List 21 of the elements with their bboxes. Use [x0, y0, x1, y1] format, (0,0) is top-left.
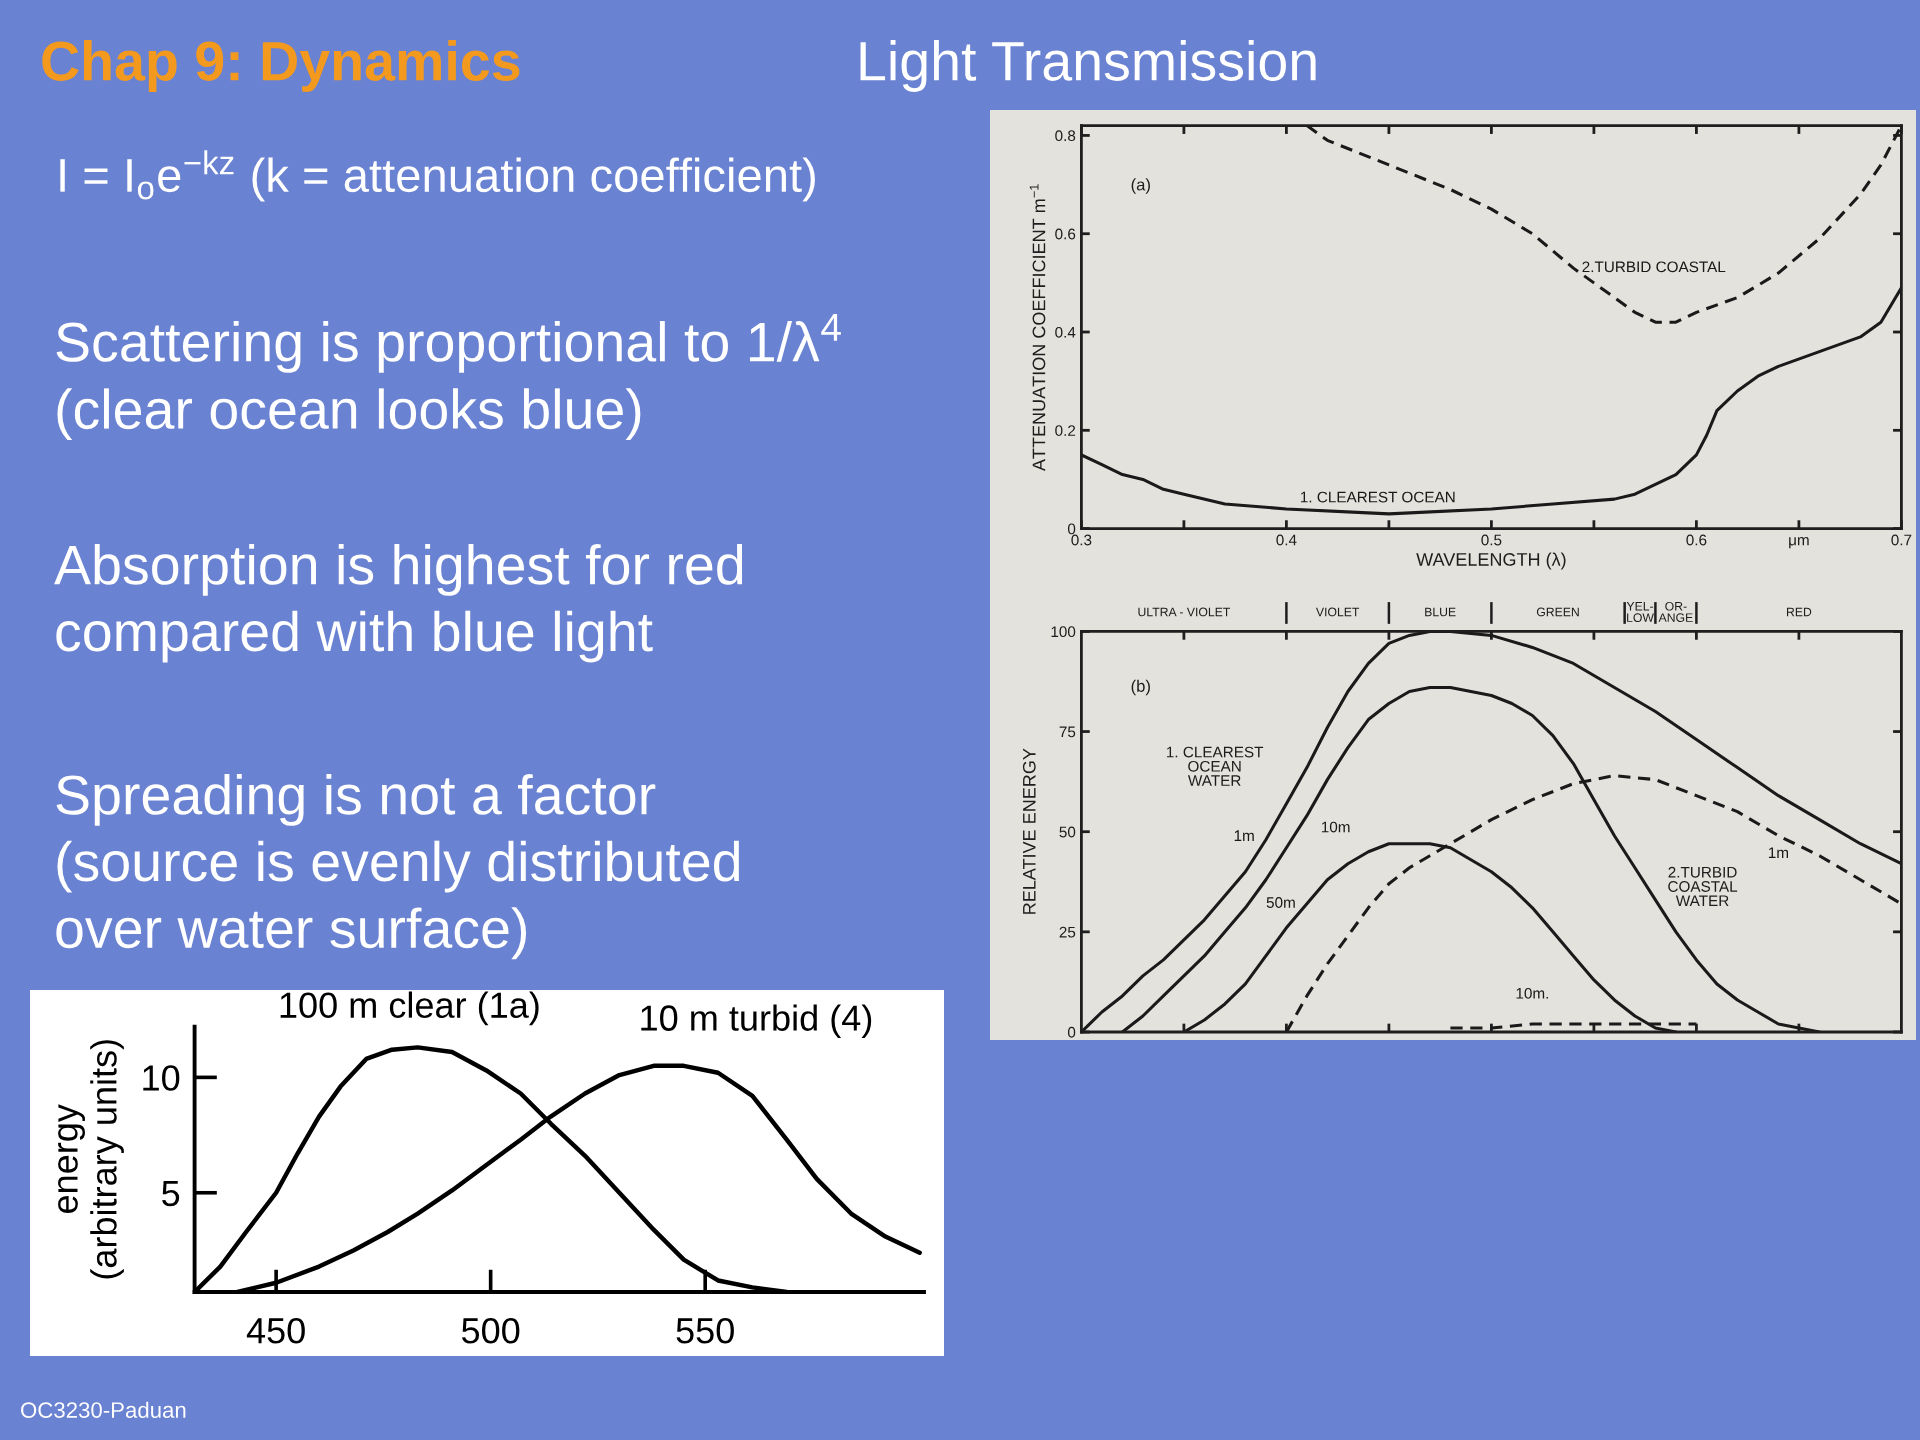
- annotation: (b): [1131, 679, 1150, 696]
- text: Spreading is not a factor (source is evenly distributed over water surface): [56, 774, 740, 960]
- text: OC3230-Paduan: [21, 1401, 186, 1418]
- line-series: [1081, 631, 1902, 1032]
- text: Absorption is highest for red compared with blue light: [54, 544, 743, 663]
- y-axis-title: ATTENUATION COEFFICIENT m$^{−1}$: [1029, 184, 1046, 472]
- y-tick-label: 10: [143, 1065, 180, 1091]
- x-tick-label: 500: [461, 1317, 520, 1344]
- series-label: 100 m clear (1a): [280, 991, 539, 1026]
- x-axis-title: WAVELENGTH (λ): [1416, 552, 1566, 570]
- text: I = I$_{o}$e$^{−kz}$ (k = attenuation coefficient): [60, 150, 815, 202]
- x-tick-label: 450: [246, 1317, 305, 1344]
- annotation: (a): [1131, 178, 1150, 194]
- text: Light Transmission: [860, 40, 1316, 92]
- x-tick-label: 550: [676, 1317, 734, 1344]
- text: Chap 9: Dynamics: [42, 40, 520, 92]
- y-axis-title: energy (arbitrary units): [58, 1040, 124, 1279]
- y-tick-label: 5: [162, 1181, 180, 1207]
- text: Scattering is proportional to 1/λ$^{4}$ (clear ocean looks blue): [56, 314, 841, 441]
- series-label: 10 m turbid (4): [641, 1004, 872, 1039]
- y-axis-title: RELATIVE ENERGY: [1022, 748, 1036, 914]
